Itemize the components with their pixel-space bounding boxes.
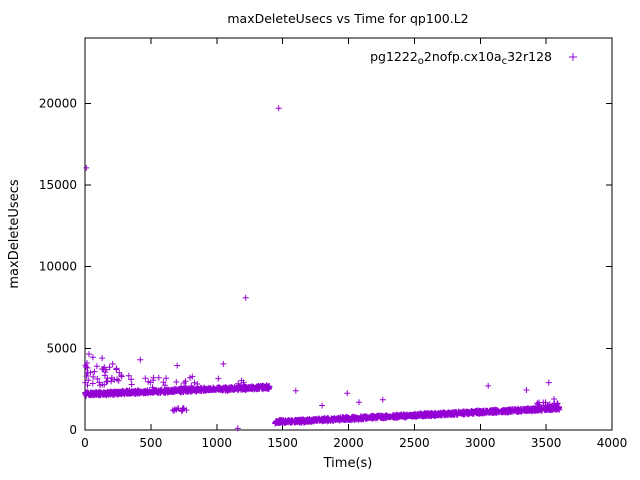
legend: pg1222o2nofp.cx10ac32r128 bbox=[370, 49, 577, 67]
x-tick-label: 2000 bbox=[333, 436, 364, 450]
y-tick-label: 0 bbox=[69, 423, 77, 437]
x-tick-label: 3000 bbox=[465, 436, 496, 450]
chart-title: maxDeleteUsecs vs Time for qp100.L2 bbox=[227, 11, 468, 26]
legend-label: pg1222o2nofp.cx10ac32r128 bbox=[370, 49, 552, 67]
y-tick-label: 5000 bbox=[46, 341, 77, 355]
x-tick-label: 500 bbox=[139, 436, 162, 450]
y-tick-label: 15000 bbox=[39, 178, 77, 192]
x-tick-label: 4000 bbox=[597, 436, 628, 450]
legend-marker-icon bbox=[569, 53, 577, 61]
x-tick-label: 1000 bbox=[201, 436, 232, 450]
x-tick-label: 2500 bbox=[399, 436, 430, 450]
x-tick-label: 3500 bbox=[531, 436, 562, 450]
y-axis-label: maxDeleteUsecs bbox=[7, 179, 22, 288]
x-axis-label: Time(s) bbox=[323, 456, 373, 471]
x-tick-label: 0 bbox=[81, 436, 89, 450]
x-tick-label: 1500 bbox=[267, 436, 298, 450]
y-tick-label: 20000 bbox=[39, 96, 77, 110]
axis-ticks: 0 500 1000 1500 2000 2500 3000 3500 4000 0 5000 100… bbox=[39, 38, 627, 450]
data-points bbox=[82, 105, 563, 432]
plot-border bbox=[84, 37, 613, 431]
y-tick-label: 10000 bbox=[39, 260, 77, 274]
